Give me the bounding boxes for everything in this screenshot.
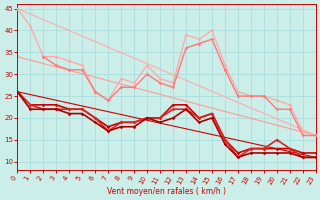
X-axis label: Vent moyen/en rafales ( km/h ): Vent moyen/en rafales ( km/h ) [107, 187, 226, 196]
